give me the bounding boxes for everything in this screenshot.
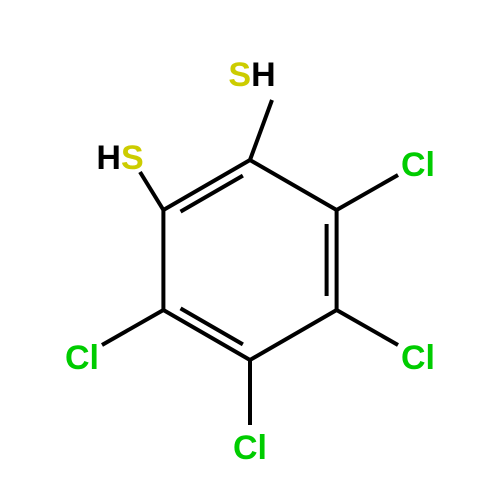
atom-label-sh: SH	[228, 56, 275, 94]
atom-label-cl: Cl	[65, 339, 99, 377]
atom-label-cl: Cl	[401, 146, 435, 184]
atom-label-cl: Cl	[401, 339, 435, 377]
molecule-diagram: SH HS Cl Cl Cl Cl	[0, 0, 500, 500]
atom-label-cl: Cl	[233, 429, 267, 467]
atom-label-hs: HS	[96, 139, 143, 177]
